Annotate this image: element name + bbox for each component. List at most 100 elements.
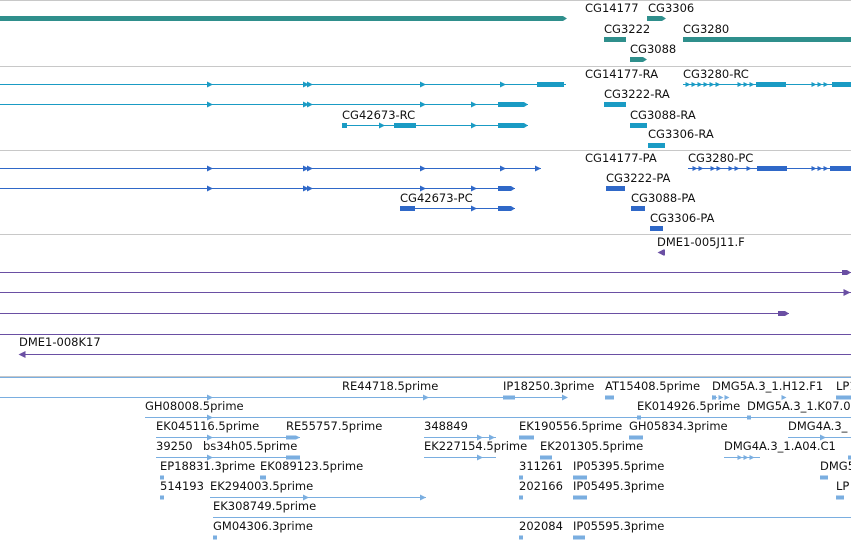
feature-block[interactable] (842, 270, 851, 275)
exon-block[interactable] (537, 82, 564, 87)
exon-block[interactable] (820, 475, 828, 480)
est-label[interactable]: EK308749.5prime (213, 499, 317, 513)
exon-block[interactable] (605, 395, 614, 400)
est-label[interactable]: DMG5A.3_1.H12.F1 (712, 379, 824, 393)
est-label[interactable]: EK201305.5prime (540, 439, 644, 453)
gene-label-cg14177[interactable]: CG14177 (585, 1, 639, 15)
est-label[interactable]: EK045116.5prime (156, 419, 260, 433)
transcript-label-cg3280-pc[interactable]: CG3280-PC (688, 151, 754, 165)
est-label[interactable]: RE55757.5prime (286, 419, 383, 433)
est-label[interactable]: EK294003.5prime (210, 479, 314, 493)
exon-block[interactable] (519, 435, 534, 440)
exon-block[interactable] (573, 495, 587, 500)
gene-label-cg3222[interactable]: CG3222 (604, 22, 651, 36)
exon-block[interactable] (604, 102, 626, 107)
transcript-label-cg3222-ra[interactable]: CG3222-RA (604, 87, 670, 101)
est-label[interactable]: DMG5 (820, 459, 851, 473)
est-label[interactable]: IP18250.3prime (503, 379, 595, 393)
feature-block[interactable] (498, 123, 528, 128)
exon-block[interactable] (747, 415, 751, 420)
exon-block[interactable] (573, 535, 585, 540)
est-label[interactable]: EK014926.5prime (637, 399, 741, 413)
clone-label-dme1-008k17[interactable]: DME1-008K17 (19, 335, 101, 349)
feature-block[interactable] (778, 311, 789, 316)
exon-block[interactable] (160, 475, 164, 480)
exon-block[interactable] (756, 82, 786, 87)
est-label[interactable]: DMG4A.3_1.A04.C1 (724, 439, 836, 453)
est-label[interactable]: EK190556.5prime (519, 419, 623, 433)
est-label[interactable]: bs34h05.5prime (203, 439, 298, 453)
est-label[interactable]: DMG5A.3_1.K07.0 (747, 399, 851, 413)
transcript-label-cg14177-ra[interactable]: CG14177-RA (585, 67, 659, 81)
exon-block[interactable] (286, 455, 300, 460)
exon-block[interactable] (519, 475, 523, 480)
est-label[interactable]: EK227154.5prime (424, 439, 528, 453)
est-label[interactable]: 202166 (519, 479, 563, 493)
gene-label-cg3280[interactable]: CG3280 (683, 22, 730, 36)
transcript-label-cg3306-pa[interactable]: CG3306-PA (650, 211, 715, 225)
exon-block[interactable] (342, 123, 347, 128)
gene-cg3306-block[interactable] (647, 16, 666, 21)
transcript-label-cg3088-pa[interactable]: CG3088-PA (631, 191, 696, 205)
exon-block[interactable] (650, 226, 663, 231)
clone-label-dme1-005j11[interactable]: DME1-005J11.F (657, 235, 745, 249)
transcript-label-cg3088-ra[interactable]: CG3088-RA (630, 108, 696, 122)
est-label[interactable]: EK089123.5prime (260, 459, 364, 473)
exon-block[interactable] (830, 166, 851, 171)
transcript-label-cg42673-rc[interactable]: CG42673-RC (342, 108, 416, 122)
est-label[interactable]: GM04306.3prime (213, 519, 313, 533)
est-label[interactable]: IP05495.3prime (573, 479, 665, 493)
exon-block[interactable] (213, 535, 217, 540)
transcript-label-cg3222-pa[interactable]: CG3222-PA (606, 171, 671, 185)
exon-block[interactable] (631, 206, 645, 211)
est-label[interactable]: IP05395.5prime (573, 459, 665, 473)
transcript-label-cg42673-pc[interactable]: CG42673-PC (400, 191, 473, 205)
est-label[interactable]: LP1 (836, 379, 851, 393)
feature-block[interactable] (498, 206, 515, 211)
exon-block[interactable] (757, 166, 787, 171)
exon-block[interactable] (260, 475, 266, 480)
exon-block[interactable] (662, 250, 665, 255)
gene-cg3280-block[interactable] (683, 37, 851, 42)
est-label[interactable]: AT15408.5prime (605, 379, 701, 393)
exon-block[interactable] (394, 123, 416, 128)
est-label[interactable]: 514193 (160, 479, 204, 493)
est-label[interactable]: LP (836, 479, 850, 493)
exon-block[interactable] (160, 495, 164, 500)
exon-block[interactable] (629, 435, 643, 440)
est-label[interactable]: RE44718.5prime (342, 379, 439, 393)
feature-block[interactable] (498, 102, 528, 107)
gene-cg3088-block[interactable] (630, 57, 647, 62)
exon-block[interactable] (606, 186, 625, 191)
est-label[interactable]: 39250 (156, 439, 193, 453)
exon-block[interactable] (637, 415, 641, 420)
exon-block[interactable] (540, 455, 552, 460)
transcript-label-cg3306-ra[interactable]: CG3306-RA (648, 127, 714, 141)
transcript-label-cg3280-rc[interactable]: CG3280-RC (683, 67, 749, 81)
est-label[interactable]: IP05595.3prime (573, 519, 665, 533)
gene-cg14177-block[interactable] (0, 16, 567, 21)
est-label[interactable]: EP18831.3prime (160, 459, 256, 473)
exon-block[interactable] (630, 123, 647, 128)
exon-block[interactable] (836, 395, 851, 400)
exon-block[interactable] (519, 495, 523, 500)
exon-block[interactable] (832, 82, 851, 87)
transcript-label-cg14177-pa[interactable]: CG14177-PA (585, 151, 657, 165)
exon-block[interactable] (519, 535, 523, 540)
est-label[interactable]: GH05834.3prime (629, 419, 728, 433)
est-label[interactable]: DMG4A.3_ (788, 419, 848, 433)
feature-block[interactable] (498, 186, 515, 191)
gene-label-cg3088[interactable]: CG3088 (630, 42, 677, 56)
est-label[interactable]: 202084 (519, 519, 563, 533)
exon-block[interactable] (573, 475, 587, 480)
exon-block[interactable] (836, 495, 844, 500)
est-label[interactable]: 311261 (519, 459, 563, 473)
exon-block[interactable] (648, 143, 665, 148)
gene-label-cg3306[interactable]: CG3306 (648, 1, 695, 15)
exon-block[interactable] (712, 395, 716, 400)
feature-block[interactable] (286, 435, 300, 440)
est-label[interactable]: GH08008.5prime (145, 399, 244, 413)
exon-block[interactable] (848, 455, 851, 460)
